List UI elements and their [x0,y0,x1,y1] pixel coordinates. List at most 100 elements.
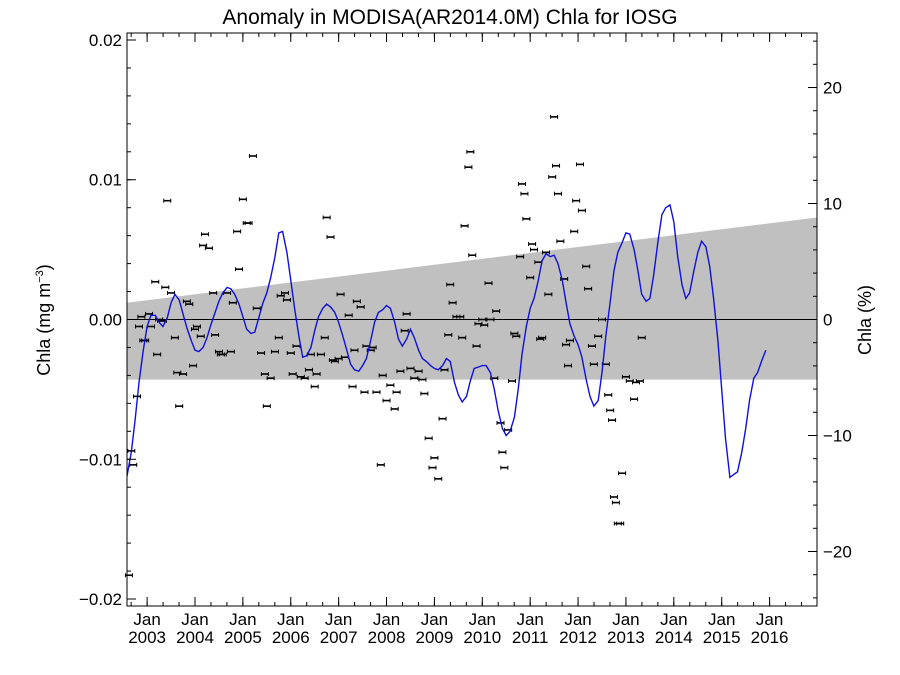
data-point [418,377,427,382]
data-point [434,476,443,481]
data-point [512,334,521,339]
x-tick-year: 2016 [751,628,789,647]
data-point [526,275,535,280]
data-point [608,418,617,423]
data-point [196,334,205,339]
data-point [550,114,559,119]
x-tick-year: 2012 [559,628,597,647]
data-point [507,378,516,383]
x-tick-year: 2006 [272,628,310,647]
data-point [522,216,531,221]
data-point [124,573,133,578]
data-point [616,521,625,526]
data-point [587,344,596,349]
data-point [304,367,313,372]
data-point [214,349,223,354]
x-tick-year: 2004 [176,628,214,647]
data-point [350,348,359,353]
x-tick-month: Jan [516,610,543,629]
data-point [218,352,227,357]
data-point [310,384,319,389]
data-point [520,191,529,196]
data-point [161,285,170,290]
data-point [406,366,415,371]
data-point [635,378,644,383]
data-point [618,471,627,476]
data-point [606,408,615,413]
data-point [282,297,291,302]
data-point [211,332,220,337]
x-tick-month: Jan [564,610,591,629]
data-point [344,313,353,318]
y-tick-label-left: −0.01 [79,450,122,469]
data-point [286,351,295,356]
smoothed-series-layer [126,203,767,479]
y-axis-label-left-close: ) [34,264,54,270]
data-point [637,335,646,340]
x-tick-month: Jan [325,610,352,629]
data-point [484,281,493,286]
data-point [182,299,191,304]
data-point [262,404,271,409]
axes-layer: 0.020.010.00−0.01−0.0220100−10−20Jan2003… [79,31,852,647]
data-point [316,352,325,357]
data-point [226,349,235,354]
data-point [541,250,550,255]
data-point [402,311,411,316]
data-point [360,390,369,395]
data-point [562,342,571,347]
data-point [464,165,473,170]
x-tick-year: 2005 [224,628,262,647]
data-point [356,304,365,309]
data-point [348,384,357,389]
data-point [516,254,525,259]
data-point [330,359,339,364]
data-point [486,317,495,322]
data-point [179,372,188,377]
data-point [386,383,395,388]
data-point [167,290,176,295]
data-point [438,416,447,421]
data-point [510,331,519,336]
x-tick-month: Jan [133,610,160,629]
y-tick-label-right: 0 [823,311,832,330]
x-tick-month: Jan [421,610,448,629]
data-point [424,436,433,441]
data-point [428,465,437,470]
data-point [390,406,399,411]
data-point [594,334,603,339]
data-point [498,450,507,455]
data-point [378,373,387,378]
data-point [456,314,465,319]
data-point [444,332,453,337]
data-point [276,293,285,298]
data-points-layer [124,114,646,578]
data-point [410,376,419,381]
data-point [372,390,381,395]
data-point [209,290,218,295]
x-tick-month: Jan [708,610,735,629]
data-point [266,376,275,381]
x-tick-year: 2014 [655,628,693,647]
data-point [556,239,565,244]
data-point [312,372,321,377]
data-point [621,374,630,379]
data-point [582,264,591,269]
data-point [336,292,345,297]
x-tick-month: Jan [469,610,496,629]
data-point [248,153,257,158]
data-point [570,229,579,234]
data-point [192,324,201,329]
y-tick-label-left: 0.00 [89,311,122,330]
data-point [190,327,199,332]
data-point [322,215,331,220]
y-axis-label-left-text: Chla (mg m [34,283,54,376]
data-point [396,369,405,374]
data-point [598,317,607,322]
data-point [564,363,573,368]
x-tick-year: 2015 [703,628,741,647]
data-point [530,247,539,252]
x-tick-month: Jan [181,610,208,629]
data-point [238,197,247,202]
